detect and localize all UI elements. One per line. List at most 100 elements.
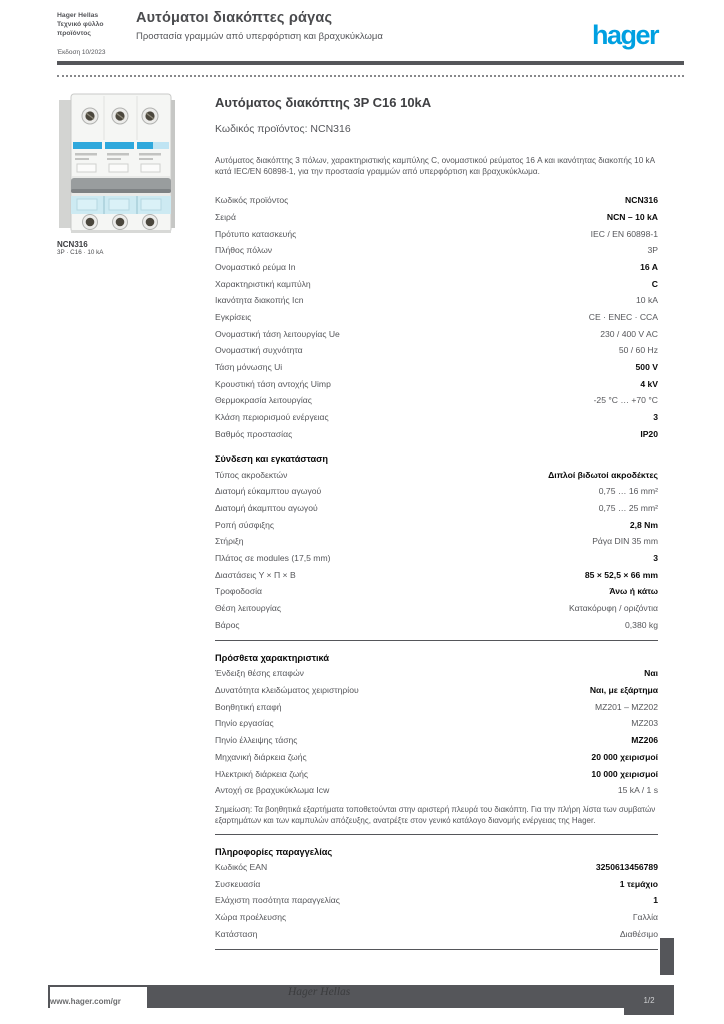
spec-row: Κατάσταση Διαθέσιμο bbox=[215, 926, 658, 943]
spec-label: Διατομή εύκαμπτου αγωγού bbox=[215, 486, 322, 497]
spec-row: Τάση μόνωσης Ui 500 V bbox=[215, 359, 658, 376]
section-divider bbox=[215, 833, 658, 835]
spec-row: Μηχανική διάρκεια ζωής 20 000 χειρισμοί bbox=[215, 749, 658, 766]
spec-label: Εγκρίσεις bbox=[215, 312, 252, 322]
spec-row: Πλάτος σε modules (17,5 mm) 3 bbox=[215, 550, 658, 567]
spec-row: Κρουστική τάση αντοχής Uimp 4 kV bbox=[215, 376, 658, 393]
mcb-illustration bbox=[59, 93, 175, 233]
spec-label: Στήριξη bbox=[215, 536, 244, 547]
spec-value: 3 bbox=[653, 412, 658, 423]
spec-value: CE · ENEC · CCA bbox=[588, 312, 658, 322]
spec-row: Πηνίο έλλειψης τάσης MZ206 bbox=[215, 732, 658, 749]
spec-row: Πλήθος πόλων 3P bbox=[215, 242, 658, 259]
spec-label: Τάση μόνωσης Ui bbox=[215, 362, 283, 373]
spec-label: Πηνίο εργασίας bbox=[215, 718, 274, 729]
spec-value: Ναι bbox=[644, 668, 658, 679]
spec-value: C bbox=[651, 278, 658, 289]
footer-bar bbox=[48, 985, 624, 1008]
spec-value: 20 000 χειρισμοί bbox=[591, 751, 658, 762]
header-dotted-divider bbox=[57, 75, 684, 77]
spec-value: 10 000 χειρισμοί bbox=[591, 768, 658, 779]
spec-row: Ένδειξη θέσης επαφών Ναι bbox=[215, 665, 658, 682]
spec-label: Πρότυπο κατασκευής bbox=[215, 228, 297, 239]
spec-label: Ικανότητα διακοπής Icn bbox=[215, 295, 304, 306]
spec-row: Κλάση περιορισμού ενέργειας 3 bbox=[215, 409, 658, 426]
spec-label: Μηχανική διάρκεια ζωής bbox=[215, 751, 307, 762]
spec-value: Κατακόρυφη / οριζόντια bbox=[568, 603, 658, 613]
spec-value: 10 kA bbox=[636, 295, 658, 306]
toggle-handle bbox=[71, 176, 171, 196]
spec-value: Ράγα DIN 35 mm bbox=[592, 536, 658, 547]
spec-label: Ένδειξη θέσης επαφών bbox=[215, 668, 304, 679]
spec-label: Σειρά bbox=[215, 211, 236, 222]
spec-label: Βάρος bbox=[215, 619, 240, 630]
section-divider bbox=[215, 640, 658, 642]
spec-label: Βαθμός προστασίας bbox=[215, 428, 293, 439]
spec-label: Χαρακτηριστική καμπύλη bbox=[215, 278, 311, 289]
spec-label: Κλάση περιορισμού ενέργειας bbox=[215, 412, 329, 423]
product-description: Αυτόματος διακόπτης 3 πόλων, χαρακτηριστ… bbox=[215, 156, 655, 177]
spec-value: 3P bbox=[647, 245, 658, 256]
spec-label: Πλήθος πόλων bbox=[215, 245, 273, 256]
spec-value: 2,8 Nm bbox=[629, 519, 658, 530]
spec-label: Συσκευασία bbox=[215, 878, 261, 889]
spec-row: Κωδικός EAN 3250613456789 bbox=[215, 859, 658, 876]
spec-row: Θέση λειτουργίας Κατακόρυφη / οριζόντια bbox=[215, 600, 658, 617]
spec-value: 3 bbox=[653, 552, 658, 563]
spec-label: Πλάτος σε modules (17,5 mm) bbox=[215, 552, 331, 563]
spec-label: Διαστάσεις Υ × Π × Β bbox=[215, 569, 296, 580]
spec-value: NCN – 10 kA bbox=[606, 211, 658, 222]
header-mini-line: Hager Hellas bbox=[57, 12, 99, 19]
section-note: Σημείωση: Τα βοηθητικά εξαρτήματα τοποθε… bbox=[215, 804, 656, 826]
spec-row: Χαρακτηριστική καμπύλη C bbox=[215, 275, 658, 292]
spec-label: Ροπή σύσφιξης bbox=[215, 519, 275, 530]
spec-row: Ονομαστικό ρεύμα In 16 A bbox=[215, 259, 658, 276]
header-mini-line: προϊόντος bbox=[57, 29, 91, 37]
spec-row: Δυνατότητα κλειδώματος χειριστηρίου Ναι, … bbox=[215, 682, 658, 699]
lower-section bbox=[71, 196, 171, 214]
spec-value: MZ203 bbox=[631, 718, 658, 729]
label-marks bbox=[75, 153, 161, 160]
spec-label: Ονομαστικό ρεύμα In bbox=[215, 261, 296, 272]
spec-value: 0,75 … 16 mm² bbox=[598, 486, 658, 497]
bottom-terminals bbox=[82, 214, 158, 230]
spec-value: Διπλοί βιδωτοί ακροδέκτες bbox=[548, 469, 658, 480]
spec-label: Κωδικός EAN bbox=[215, 862, 268, 873]
spec-label: Κατάσταση bbox=[215, 928, 258, 939]
footer-url-link[interactable]: www.hager.com/gr bbox=[50, 987, 147, 1015]
spec-value: -25 °C … +70 °C bbox=[593, 395, 658, 406]
document-subtitle: Προστασία γραμμών από υπερφόρτιση και βρ… bbox=[136, 31, 383, 42]
product-title: Αυτόματος διακόπτης 3P C16 10kA bbox=[215, 95, 432, 110]
spec-row: Θερμοκρασία λειτουργίας -25 °C … +70 °C bbox=[215, 392, 658, 409]
spec-row: Συσκευασία 1 τεμάχιο bbox=[215, 876, 658, 893]
spec-value: MZ206 bbox=[631, 735, 658, 746]
section-header-additional: Πρόσθετα χαρακτηριστικά bbox=[215, 653, 329, 664]
spec-row: Πηνίο εργασίας MZ203 bbox=[215, 715, 658, 732]
spec-value: 50 / 60 Hz bbox=[618, 345, 658, 356]
spec-value: 85 × 52,5 × 66 mm bbox=[584, 569, 658, 580]
spec-row: Αντοχή σε βραχυκύκλωμα Icw 15 kA / 1 s bbox=[215, 782, 658, 799]
spec-value: 16 A bbox=[640, 261, 658, 272]
hager-logo: hager bbox=[592, 20, 660, 50]
spec-row: Βοηθητική επαφή MZ201 – MZ202 bbox=[215, 699, 658, 716]
spec-row: Ροπή σύσφιξης 2,8 Nm bbox=[215, 516, 658, 533]
section-header-installation: Σύνδεση και εγκατάσταση bbox=[215, 454, 329, 465]
spec-table: Κωδικός προϊόντος NCN316 Σειρά NCN – 10 kA Π… bbox=[215, 192, 658, 953]
spec-value: Γαλλία bbox=[632, 912, 658, 923]
spec-label: Τροφοδοσία bbox=[215, 586, 263, 597]
spec-value: 500 V bbox=[635, 362, 658, 373]
spec-value: IEC / EN 60898-1 bbox=[590, 228, 658, 239]
spec-row: Χώρα προέλευσης Γαλλία bbox=[215, 909, 658, 926]
spec-row: Τύπος ακροδεκτών Διπλοί βιδωτοί ακροδέκτε… bbox=[215, 466, 658, 483]
spec-row: Ονομαστική συχνότητα 50 / 60 Hz bbox=[215, 342, 658, 359]
spec-row: Κωδικός προϊόντος NCN316 bbox=[215, 192, 658, 209]
spec-label: Ονομαστική τάση λειτουργίας Ue bbox=[215, 328, 340, 339]
document-title: Αυτόματοι διακόπτες ράγας bbox=[136, 10, 333, 26]
product-subtitle: Κωδικός προϊόντος: NCN316 bbox=[215, 123, 351, 135]
spec-value: Ναι, με εξάρτημα bbox=[589, 685, 658, 696]
spec-row: Εγκρίσεις CE · ENEC · CCA bbox=[215, 309, 658, 326]
header-company-block: Hager Hellas Τεχνικό φύλλο προϊόντος bbox=[57, 12, 133, 38]
spec-value: 1 bbox=[653, 895, 658, 906]
spec-value: 15 kA / 1 s bbox=[617, 785, 658, 796]
spec-value: 230 / 400 V AC bbox=[600, 328, 658, 339]
